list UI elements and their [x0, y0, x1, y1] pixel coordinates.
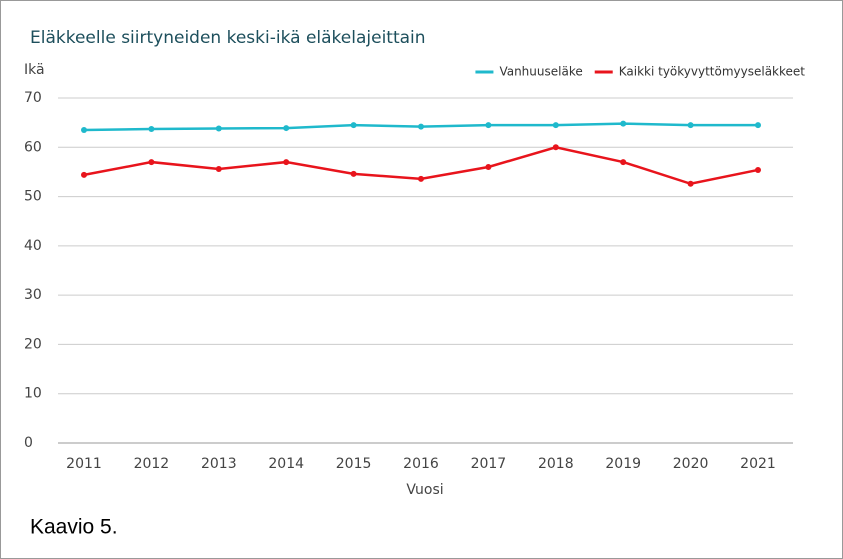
point [81, 127, 87, 134]
y-tick-label: 30 [24, 287, 42, 303]
legend-label: Kaikki työkyvyttömyyseläkkeet [619, 65, 806, 79]
y-tick-label: 0 [24, 435, 33, 451]
x-tick-label: 2012 [134, 456, 170, 472]
y-tick-label: 20 [24, 336, 42, 352]
point [350, 170, 357, 177]
y-tick-label: 70 [24, 90, 42, 106]
x-tick-label: 2015 [336, 456, 372, 472]
point [81, 171, 87, 178]
point [755, 166, 761, 173]
point [148, 126, 155, 133]
point [148, 159, 155, 166]
x-tick-label: 2011 [66, 456, 102, 472]
point [350, 122, 357, 129]
point [485, 122, 492, 129]
point [755, 122, 761, 129]
y-tick-label: 10 [24, 386, 42, 402]
point [215, 125, 222, 132]
point [687, 180, 694, 187]
x-tick-label: 2017 [471, 456, 507, 472]
legend-label: Vanhuuseläke [499, 65, 582, 79]
point [552, 122, 559, 129]
x-tick-label: 2014 [268, 456, 304, 472]
point [620, 159, 627, 166]
x-tick-label: 2019 [605, 456, 641, 472]
x-axis-title: Vuosi [406, 482, 443, 498]
point [552, 144, 559, 151]
caption: Kaavio 5. [30, 516, 118, 539]
y-tick-label: 60 [24, 139, 42, 155]
point [418, 175, 424, 182]
point [215, 165, 222, 172]
y-tick-label: 50 [24, 189, 42, 205]
x-tick-label: 2021 [740, 456, 776, 472]
point [283, 159, 290, 166]
point [485, 164, 492, 170]
y-tick-label: 40 [24, 238, 42, 254]
point [687, 122, 694, 129]
x-tick-label: 2018 [538, 456, 574, 472]
point [283, 125, 290, 132]
chart-title: Eläkkeelle siirtyneiden keski-ikä eläkel… [30, 28, 426, 48]
x-tick-label: 2020 [673, 456, 709, 472]
point [620, 120, 627, 127]
x-tick-label: 2016 [403, 456, 439, 472]
x-tick-label: 2013 [201, 456, 237, 472]
point [418, 123, 424, 130]
y-axis-title: Ikä [24, 62, 45, 78]
